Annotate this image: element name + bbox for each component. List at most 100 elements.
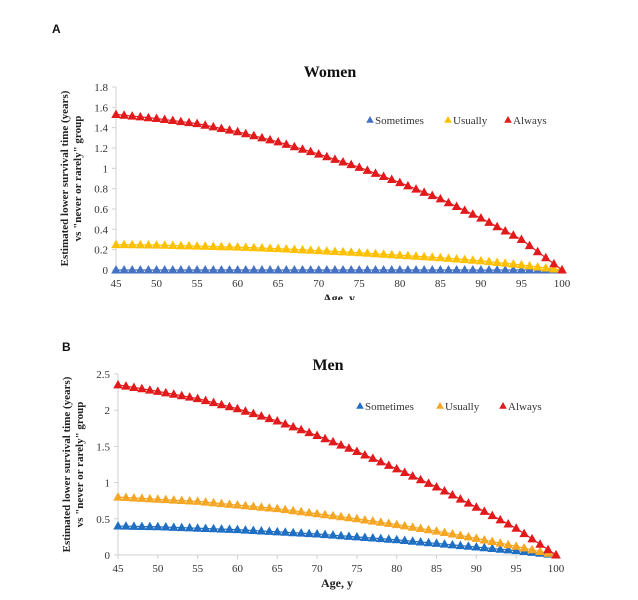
- data-point: [487, 510, 498, 520]
- women-chart: 0 0.2 0.4 0.6 0.8 1 1.2 1.4 1.6 1.8 45 50 55 60 65 70 75…: [59, 64, 571, 300]
- data-point: [447, 529, 458, 538]
- data-point: [376, 517, 386, 526]
- legend-label-usually: Usually: [453, 115, 488, 127]
- x-tick-label: 50: [152, 563, 164, 575]
- data-point: [423, 524, 434, 534]
- data-point: [208, 121, 219, 131]
- data-point: [232, 265, 243, 274]
- data-point: [176, 240, 186, 250]
- data-point: [313, 245, 324, 255]
- data-point: [362, 265, 373, 274]
- data-point: [516, 234, 527, 243]
- data-point: [471, 502, 482, 511]
- data-point: [143, 265, 154, 274]
- x-tick-label: 60: [232, 278, 244, 290]
- data-point: [403, 180, 413, 190]
- data-point: [176, 390, 187, 400]
- data-point: [447, 490, 458, 499]
- data-point: [184, 495, 195, 505]
- data-point: [395, 250, 405, 259]
- data-point: [129, 492, 139, 502]
- data-point: [168, 265, 178, 274]
- y-axis-label-line1: Estimated lower survival time (years): [59, 90, 71, 266]
- data-point: [240, 406, 251, 415]
- series-sometimes: [111, 265, 567, 274]
- data-point: [541, 252, 551, 262]
- data-point: [135, 111, 146, 121]
- data-point: [487, 543, 498, 552]
- data-point: [543, 544, 553, 554]
- data-point: [527, 544, 537, 554]
- y-tick-label: 1.4: [94, 123, 108, 135]
- x-tick-label: 65: [273, 278, 285, 290]
- data-point: [370, 265, 381, 274]
- data-point: [265, 134, 275, 144]
- data-point: [360, 532, 370, 541]
- data-point: [184, 240, 194, 250]
- legend-label-sometimes: Sometimes: [375, 115, 424, 127]
- data-point: [176, 522, 187, 532]
- data-point: [224, 125, 235, 134]
- data-point: [370, 248, 381, 258]
- data-point: [288, 421, 298, 431]
- data-point: [137, 493, 147, 502]
- data-point: [297, 144, 308, 153]
- data-point: [344, 531, 354, 540]
- legend-label-always: Always: [508, 401, 542, 413]
- data-point: [495, 514, 506, 524]
- data-point: [119, 110, 129, 119]
- data-point: [200, 120, 210, 129]
- data-point: [492, 265, 502, 274]
- data-point: [273, 243, 283, 253]
- data-point: [216, 498, 227, 508]
- data-point: [248, 501, 259, 510]
- data-point: [312, 508, 322, 518]
- data-point: [403, 265, 413, 274]
- data-point: [320, 509, 330, 519]
- data-point: [200, 523, 211, 533]
- data-point: [280, 418, 290, 428]
- y-tick-label: 2.5: [96, 369, 110, 381]
- data-point: [200, 497, 211, 506]
- data-point: [168, 389, 179, 398]
- data-point: [232, 126, 243, 136]
- data-point: [447, 539, 458, 549]
- data-point: [216, 399, 227, 409]
- data-point: [121, 381, 131, 390]
- data-point: [208, 523, 219, 533]
- legend-marker-sometimes: [356, 402, 364, 409]
- data-point: [280, 504, 290, 514]
- legend-label-usually: Usually: [445, 401, 480, 413]
- data-point: [168, 115, 178, 125]
- data-point: [487, 536, 498, 546]
- data-point: [159, 114, 170, 124]
- data-point: [476, 265, 486, 274]
- data-point: [500, 265, 510, 274]
- data-point: [111, 265, 121, 274]
- data-point: [360, 449, 370, 459]
- data-point: [354, 162, 365, 171]
- data-point: [399, 535, 410, 545]
- x-tick-label: 60: [232, 563, 244, 575]
- data-point: [305, 265, 316, 274]
- data-point: [184, 392, 195, 401]
- data-point: [476, 213, 486, 222]
- data-point: [129, 521, 139, 530]
- data-point: [516, 259, 527, 269]
- data-point: [272, 526, 283, 536]
- data-point: [111, 239, 121, 249]
- data-point: [519, 543, 529, 552]
- data-point: [129, 382, 139, 391]
- data-point: [338, 157, 348, 166]
- data-point: [216, 265, 227, 274]
- x-tick-label: 90: [475, 278, 487, 290]
- y-tick-label: 1.2: [94, 143, 108, 155]
- data-point: [256, 525, 267, 535]
- data-point: [468, 209, 478, 218]
- data-point: [443, 197, 454, 207]
- data-point: [423, 537, 434, 547]
- y-tick-label: 0.5: [96, 514, 110, 526]
- data-point: [297, 265, 308, 274]
- data-point: [384, 460, 394, 469]
- data-point: [232, 403, 243, 413]
